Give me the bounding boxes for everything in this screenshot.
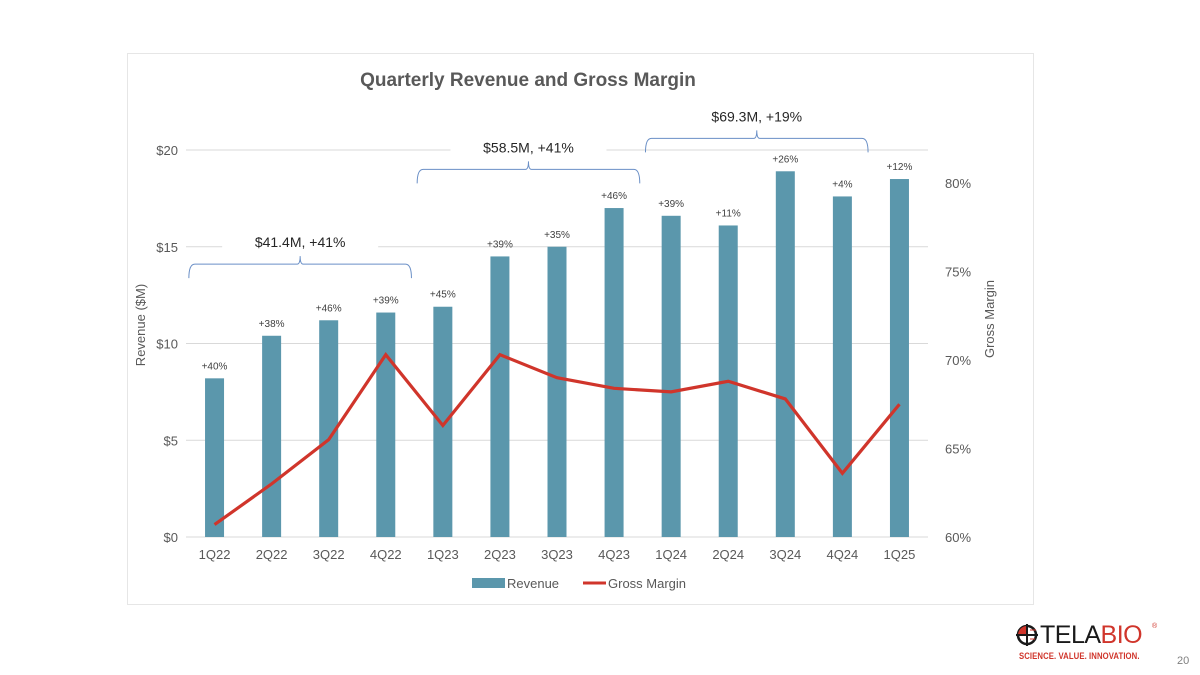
revenue-bar bbox=[604, 208, 624, 538]
x-tick-label: 1Q24 bbox=[655, 547, 687, 562]
bar-data-label: +38% bbox=[259, 319, 285, 330]
revenue-bar bbox=[661, 215, 681, 538]
x-tick-label: 1Q22 bbox=[199, 547, 231, 562]
y-tick-label: $15 bbox=[156, 240, 178, 255]
x-tick-label: 1Q25 bbox=[884, 547, 916, 562]
annotation-label: $69.3M, +19% bbox=[711, 108, 802, 124]
y-axis-left: $0 $5 $10 $15 $20 bbox=[156, 143, 178, 545]
revenue-bar bbox=[889, 179, 909, 537]
registered-mark: ® bbox=[1152, 623, 1158, 630]
annotation-label: $41.4M, +41% bbox=[255, 234, 346, 250]
revenue-bar bbox=[205, 378, 225, 537]
x-tick-label: 4Q22 bbox=[370, 547, 402, 562]
annotation-label: $58.5M, +41% bbox=[483, 139, 574, 155]
annotation-label-bg bbox=[678, 105, 835, 126]
bar-data-label: +39% bbox=[658, 199, 684, 210]
telabio-logo: TELABIO ® SCIENCE. VALUE. INNOVATION. bbox=[1016, 622, 1166, 666]
logo-word-tela: TELA bbox=[1040, 621, 1101, 649]
logo-wordmark: TELABIO bbox=[1040, 621, 1143, 649]
bracket bbox=[644, 130, 869, 153]
y-tick-label: $20 bbox=[156, 143, 178, 158]
x-tick-label: 2Q24 bbox=[712, 547, 744, 562]
revenue-bar bbox=[262, 335, 282, 537]
y-tick-label: $0 bbox=[164, 530, 178, 545]
y-tick-label: $10 bbox=[156, 337, 178, 352]
logo-tagline: SCIENCE. VALUE. INNOVATION. bbox=[1019, 651, 1140, 661]
legend-label-gross-margin: Gross Margin bbox=[608, 576, 686, 591]
y2-tick-label: 65% bbox=[945, 442, 971, 457]
x-tick-label: 4Q24 bbox=[826, 547, 858, 562]
gross-margin-line bbox=[213, 351, 901, 526]
x-tick-label: 3Q24 bbox=[769, 547, 801, 562]
revenue-margin-chart: Quarterly Revenue and Gross Margin $0$5$… bbox=[133, 70, 997, 591]
y2-tick-label: 75% bbox=[945, 265, 971, 280]
bar-data-label: +26% bbox=[772, 154, 798, 165]
y-axis-label-right: Gross Margin bbox=[982, 280, 997, 358]
bar-data-label: +35% bbox=[544, 230, 570, 241]
x-axis: 1Q22 2Q22 3Q22 4Q22 1Q23 2Q23 3Q23 4Q23 1Q24 2Q24… bbox=[199, 547, 916, 562]
y-axis-right: 60% 65% 70% 75% 80% bbox=[945, 176, 971, 545]
page-number: 20 bbox=[1177, 655, 1190, 667]
y2-tick-label: 80% bbox=[945, 176, 971, 191]
bracket bbox=[188, 256, 412, 279]
bracket-annotations: $41.4M, +41% $58.5M, +41% $69.3M, +19% bbox=[188, 105, 869, 279]
bar-data-label: +46% bbox=[601, 191, 627, 202]
y-tick-label: $5 bbox=[164, 433, 178, 448]
bar-data-label: +4% bbox=[832, 179, 852, 190]
legend-label-revenue: Revenue bbox=[507, 576, 559, 591]
bar-data-label: +39% bbox=[373, 296, 399, 307]
revenue-bar bbox=[547, 246, 567, 537]
legend-swatch-revenue bbox=[472, 578, 505, 588]
revenue-bar bbox=[319, 320, 339, 537]
revenue-bar bbox=[775, 171, 795, 537]
x-tick-label: 2Q22 bbox=[256, 547, 288, 562]
revenue-bar bbox=[490, 256, 510, 537]
revenue-bar bbox=[376, 312, 396, 537]
bar-data-label: +45% bbox=[430, 290, 456, 301]
chart-frame: Quarterly Revenue and Gross Margin $0 $5 $… bbox=[127, 53, 1034, 605]
x-tick-label: 3Q22 bbox=[313, 547, 345, 562]
revenue-bars bbox=[205, 171, 909, 538]
bar-data-label: +46% bbox=[316, 303, 342, 314]
y2-tick-label: 70% bbox=[945, 353, 971, 368]
bar-data-label: +39% bbox=[487, 239, 513, 250]
x-tick-label: 3Q23 bbox=[541, 547, 573, 562]
x-tick-label: 2Q23 bbox=[484, 547, 516, 562]
bar-data-labels: +40% +38% +46% +39% +45% +39% +35% +46% +39% +11%… bbox=[202, 154, 913, 372]
bar-data-label: +12% bbox=[887, 162, 913, 173]
bar-data-label: +40% bbox=[202, 361, 228, 372]
annotation-label-bg bbox=[222, 231, 379, 252]
logo-word-bio: BIO bbox=[1100, 621, 1143, 649]
revenue-bar bbox=[832, 196, 852, 537]
revenue-bar bbox=[433, 306, 453, 537]
y-axis-label-left: Revenue ($M) bbox=[133, 284, 148, 366]
chart-title: Quarterly Revenue and Gross Margin bbox=[360, 70, 696, 91]
annotation-label-bg bbox=[450, 136, 607, 157]
legend: Revenue Gross Margin bbox=[472, 576, 686, 591]
x-tick-label: 4Q23 bbox=[598, 547, 630, 562]
bar-data-label: +11% bbox=[716, 208, 741, 219]
logo-crosshair-icon bbox=[1016, 624, 1038, 646]
y2-tick-label: 60% bbox=[945, 530, 971, 545]
x-tick-label: 1Q23 bbox=[427, 547, 459, 562]
bracket bbox=[416, 161, 641, 184]
